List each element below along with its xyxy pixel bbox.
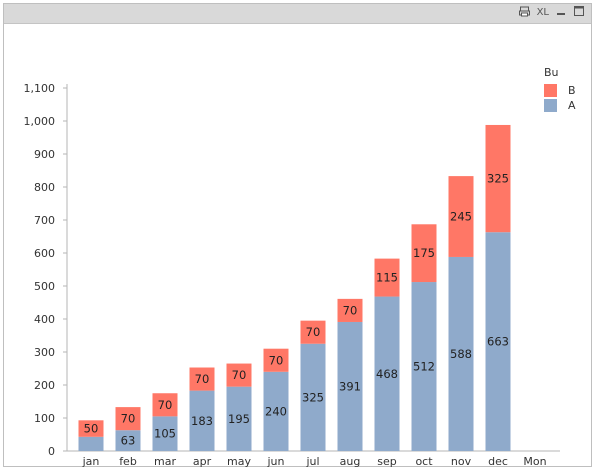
y-tick-label: 700 bbox=[34, 214, 55, 227]
bar-b-feb[interactable] bbox=[115, 407, 141, 431]
legend-title: Bu bbox=[544, 66, 559, 79]
x-tick-label: jan bbox=[82, 455, 100, 468]
minimize-icon[interactable] bbox=[555, 6, 567, 20]
x-tick-label: jun bbox=[267, 455, 285, 468]
bar-a-jul[interactable] bbox=[300, 343, 326, 451]
bar-b-apr[interactable] bbox=[189, 367, 215, 391]
x-tick-label: sep bbox=[377, 455, 396, 468]
bar-a-may[interactable] bbox=[226, 386, 252, 451]
bar-a-apr[interactable] bbox=[189, 390, 215, 451]
y-tick-label: 100 bbox=[34, 412, 55, 425]
bar-label-b: 70 bbox=[306, 325, 321, 339]
legend-label-a: A bbox=[568, 99, 576, 112]
y-tick-label: 400 bbox=[34, 313, 55, 326]
x-tick-label: feb bbox=[119, 455, 137, 468]
bar-label-a: 183 bbox=[191, 414, 213, 428]
legend-swatch-a bbox=[544, 99, 557, 112]
bar-label-b: 70 bbox=[195, 372, 210, 386]
bar-label-b: 70 bbox=[232, 368, 247, 382]
bar-label-a: 105 bbox=[154, 427, 176, 441]
legend-swatch-b bbox=[544, 84, 557, 97]
legend-label-b: B bbox=[568, 84, 576, 97]
bar-b-sep[interactable] bbox=[374, 258, 400, 297]
y-tick-label: 800 bbox=[34, 181, 55, 194]
y-tick-label: 300 bbox=[34, 346, 55, 359]
bar-label-b: 70 bbox=[343, 303, 358, 317]
bar-label-a: 240 bbox=[265, 404, 287, 418]
bar-b-oct[interactable] bbox=[411, 224, 437, 283]
y-tick-label: 1,000 bbox=[24, 115, 56, 128]
x-tick-label: apr bbox=[193, 455, 212, 468]
bar-label-a: 391 bbox=[339, 379, 361, 393]
y-tick-label: 600 bbox=[34, 247, 55, 260]
bar-label-b: 175 bbox=[413, 246, 435, 260]
bar-a-nov[interactable] bbox=[448, 256, 474, 451]
bar-label-a: 588 bbox=[450, 347, 472, 361]
x-tick-label: oct bbox=[415, 455, 433, 468]
bar-label-a: 512 bbox=[413, 360, 435, 374]
y-tick-label: 1,100 bbox=[24, 82, 56, 95]
bar-label-a: 325 bbox=[302, 390, 324, 404]
print-icon[interactable] bbox=[519, 6, 531, 20]
bar-label-b: 70 bbox=[269, 353, 284, 367]
bar-b-jul[interactable] bbox=[300, 320, 326, 344]
bar-a-dec[interactable] bbox=[485, 232, 511, 451]
bar-b-may[interactable] bbox=[226, 363, 252, 387]
x-tick-label: aug bbox=[340, 455, 361, 468]
bar-label-a: 63 bbox=[121, 434, 136, 448]
x-tick-label: may bbox=[227, 455, 251, 468]
y-tick-label: 0 bbox=[48, 445, 55, 458]
bar-b-dec[interactable] bbox=[485, 124, 511, 233]
bar-b-jan[interactable] bbox=[78, 420, 104, 437]
bar-a-mar[interactable] bbox=[152, 416, 178, 451]
x-tick-label: nov bbox=[451, 455, 472, 468]
bar-label-a: 468 bbox=[376, 367, 398, 381]
bar-label-b: 70 bbox=[158, 398, 173, 412]
bar-b-mar[interactable] bbox=[152, 393, 178, 417]
bar-label-b: 50 bbox=[84, 422, 99, 436]
x-tick-label: jul bbox=[305, 455, 319, 468]
bar-a-jun[interactable] bbox=[263, 371, 289, 451]
bar-a-sep[interactable] bbox=[374, 296, 400, 451]
x-tick-label: mar bbox=[154, 455, 176, 468]
y-tick-label: 500 bbox=[34, 280, 55, 293]
x-tick-label: dec bbox=[488, 455, 508, 468]
bar-a-oct[interactable] bbox=[411, 282, 437, 451]
bar-label-b: 70 bbox=[121, 412, 136, 426]
bar-a-aug[interactable] bbox=[337, 321, 363, 451]
caption-bar: XL bbox=[4, 4, 591, 24]
bar-a-jan[interactable] bbox=[78, 436, 104, 451]
x-tick-label: Mon bbox=[523, 455, 546, 468]
xl-export-icon[interactable]: XL bbox=[536, 7, 549, 18]
bar-label-a: 195 bbox=[228, 412, 250, 426]
maximize-icon[interactable] bbox=[573, 6, 585, 20]
bar-a-feb[interactable] bbox=[115, 430, 141, 451]
bar-b-jun[interactable] bbox=[263, 348, 289, 372]
y-tick-label: 900 bbox=[34, 148, 55, 161]
bar-b-aug[interactable] bbox=[337, 298, 363, 322]
bar-b-nov[interactable] bbox=[448, 176, 474, 257]
bar-label-b: 115 bbox=[376, 271, 398, 285]
y-tick-label: 200 bbox=[34, 379, 55, 392]
bar-label-b: 245 bbox=[450, 210, 472, 224]
bar-label-a: 663 bbox=[487, 335, 509, 349]
bar-label-b: 325 bbox=[487, 172, 509, 186]
